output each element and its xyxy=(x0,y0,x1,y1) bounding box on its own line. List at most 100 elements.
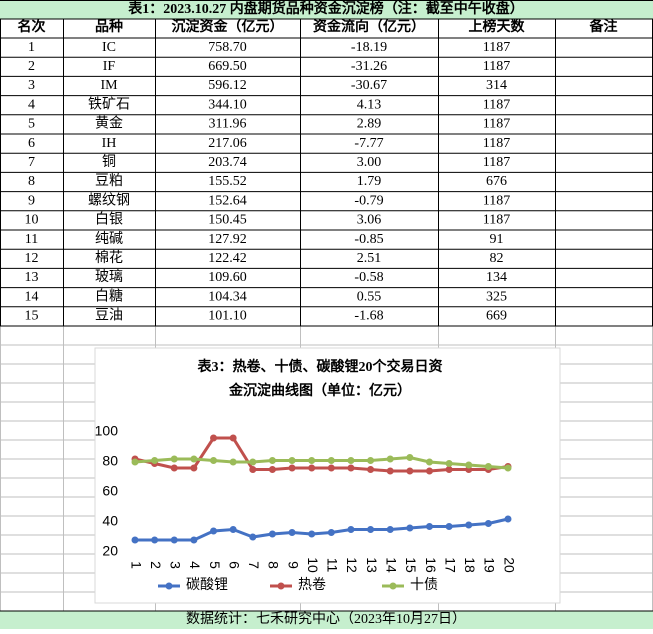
cell: 1187 xyxy=(483,59,510,74)
data-point xyxy=(386,467,394,475)
data-point xyxy=(151,536,159,544)
cell: 2.51 xyxy=(357,251,382,266)
cell: 150.45 xyxy=(208,213,247,228)
chart-area xyxy=(94,347,561,604)
x-tick-label: 11 xyxy=(325,558,341,573)
cell: 1.79 xyxy=(357,174,382,189)
cell: 1187 xyxy=(483,97,510,112)
data-point xyxy=(308,457,316,464)
data-point xyxy=(268,530,276,538)
data-point xyxy=(327,464,335,472)
cell: 669.50 xyxy=(208,59,247,74)
data-point xyxy=(425,467,433,475)
data-point xyxy=(504,515,512,523)
data-point xyxy=(367,457,375,464)
x-tick-label: 14 xyxy=(384,557,400,573)
cell: 4.13 xyxy=(357,97,382,112)
cell: 676 xyxy=(486,174,507,189)
cell: 7 xyxy=(28,155,35,170)
cell: 1187 xyxy=(483,117,510,132)
cell: 758.70 xyxy=(208,40,247,55)
column-header: 上榜天数 xyxy=(469,18,526,35)
data-point xyxy=(288,457,296,464)
x-tick-label: 15 xyxy=(403,557,419,573)
cell: IF xyxy=(103,59,116,74)
cell: -31.26 xyxy=(351,59,387,74)
legend-label: 碳酸锂 xyxy=(186,577,228,593)
data-point xyxy=(367,466,375,473)
cell: 12 xyxy=(25,251,39,266)
column-header: 名次 xyxy=(18,18,46,35)
x-tick-label: 16 xyxy=(423,557,439,573)
cell: 152.64 xyxy=(208,193,247,208)
column-header: 资金流向（亿元） xyxy=(313,18,425,35)
data-point xyxy=(249,466,257,473)
data-point xyxy=(425,523,433,530)
cell: 10 xyxy=(25,213,39,228)
cell: 15 xyxy=(25,309,39,324)
data-point xyxy=(229,526,237,533)
cell: 109.60 xyxy=(208,270,247,285)
cell: 纯碱 xyxy=(95,231,123,247)
data-point xyxy=(327,457,335,464)
data-point xyxy=(425,458,433,466)
cell: 3 xyxy=(28,78,35,93)
cell: IM xyxy=(100,78,118,93)
cell: 1187 xyxy=(483,193,510,208)
data-point xyxy=(170,455,178,463)
data-point xyxy=(445,460,453,467)
cell: 玻璃 xyxy=(95,268,123,285)
cell: 9 xyxy=(28,193,35,208)
cell: 104.34 xyxy=(208,289,247,304)
x-tick-label: 6 xyxy=(226,561,242,569)
x-tick-label: 2 xyxy=(148,561,164,569)
data-point xyxy=(347,457,355,464)
cell: 101.10 xyxy=(208,309,247,324)
table-title: 表1：2023.10.27 内盘期货品种资金沉淀榜（注：截至中午收盘） xyxy=(127,0,524,17)
x-tick-label: 7 xyxy=(246,561,262,569)
data-point xyxy=(249,533,257,541)
data-point xyxy=(229,434,237,442)
footer-band xyxy=(0,611,653,629)
cell: 344.10 xyxy=(208,97,247,112)
data-point xyxy=(386,455,394,463)
x-tick-label: 1 xyxy=(128,561,144,569)
cell: 134 xyxy=(486,270,507,285)
x-tick-label: 17 xyxy=(442,557,458,573)
legend-marker xyxy=(165,582,173,590)
data-point xyxy=(327,529,335,536)
data-point xyxy=(170,536,178,544)
chart-title: 表3：热卷、十债、碳酸锂20个交易日资 xyxy=(197,358,443,375)
x-tick-label: 9 xyxy=(285,561,301,569)
data-point xyxy=(308,464,316,472)
data-point xyxy=(347,526,355,533)
data-point xyxy=(288,464,296,472)
data-point xyxy=(406,454,414,461)
cell: -7.77 xyxy=(354,136,383,151)
data-point xyxy=(229,458,237,466)
cell: 155.52 xyxy=(208,174,247,189)
data-point xyxy=(445,466,453,473)
cell: 豆油 xyxy=(95,308,123,324)
cell: 596.12 xyxy=(208,78,247,93)
cell: 0.55 xyxy=(357,289,382,304)
cell: 白糖 xyxy=(95,288,123,304)
cell: 314 xyxy=(486,78,507,93)
cell: 6 xyxy=(28,136,35,151)
cell: 铜 xyxy=(102,154,116,170)
data-point xyxy=(249,458,257,466)
data-point xyxy=(465,461,473,469)
x-tick-label: 3 xyxy=(168,561,184,569)
cell: 2.89 xyxy=(357,117,382,132)
y-tick-label: 60 xyxy=(102,483,118,499)
legend-marker xyxy=(389,582,397,590)
data-point xyxy=(288,529,296,536)
x-tick-label: 12 xyxy=(344,557,360,573)
cell: -18.19 xyxy=(351,40,387,55)
cell: 白银 xyxy=(95,212,123,228)
cell: 1187 xyxy=(483,40,510,55)
cell: 1187 xyxy=(483,155,510,170)
cell: 1 xyxy=(28,40,35,55)
legend-label: 十债 xyxy=(410,577,438,593)
data-point xyxy=(308,530,316,538)
